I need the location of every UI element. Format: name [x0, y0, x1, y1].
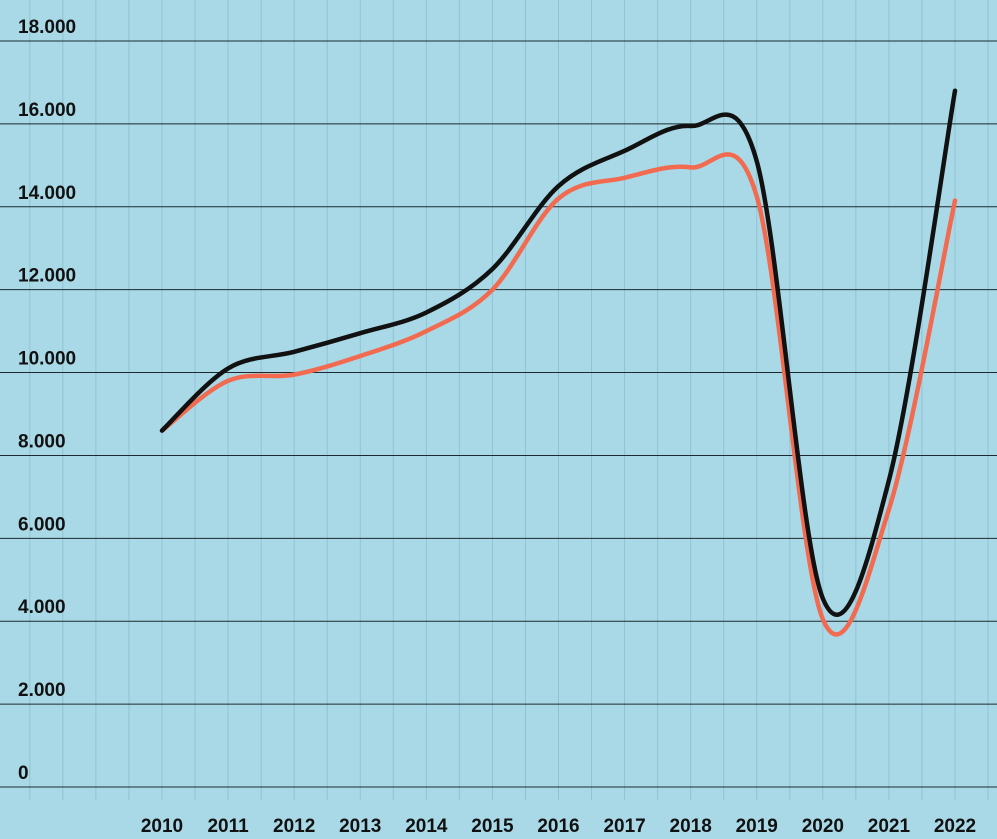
y-tick-label: 0 — [18, 763, 29, 784]
y-tick-label: 10.000 — [18, 349, 76, 370]
x-tick-label: 2012 — [273, 816, 315, 837]
y-tick-label: 4.000 — [18, 597, 66, 618]
y-tick-label: 6.000 — [18, 514, 66, 535]
x-tick-label: 2017 — [603, 816, 645, 837]
x-tick-label: 2015 — [471, 816, 514, 837]
series-line — [159, 152, 958, 637]
x-tick-label: 2019 — [736, 816, 778, 837]
x-tick-label: 2022 — [934, 816, 976, 837]
y-tick-label: 12.000 — [18, 266, 76, 287]
x-tick-label: 2020 — [802, 816, 844, 837]
x-tick-label: 2011 — [207, 816, 249, 837]
x-tick-label: 2013 — [339, 816, 381, 837]
y-tick-label: 14.000 — [18, 183, 76, 204]
x-tick-label: 2014 — [405, 816, 448, 837]
x-tick-label: 2016 — [537, 816, 579, 837]
y-tick-label: 16.000 — [18, 100, 76, 121]
x-tick-label: 2021 — [868, 816, 911, 837]
y-tick-label: 8.000 — [18, 431, 66, 452]
x-tick-label: 2018 — [670, 816, 712, 837]
series-line — [159, 88, 958, 617]
x-tick-label: 2010 — [141, 816, 183, 837]
y-tick-label: 2.000 — [18, 680, 66, 701]
y-tick-label: 18.000 — [18, 17, 76, 38]
